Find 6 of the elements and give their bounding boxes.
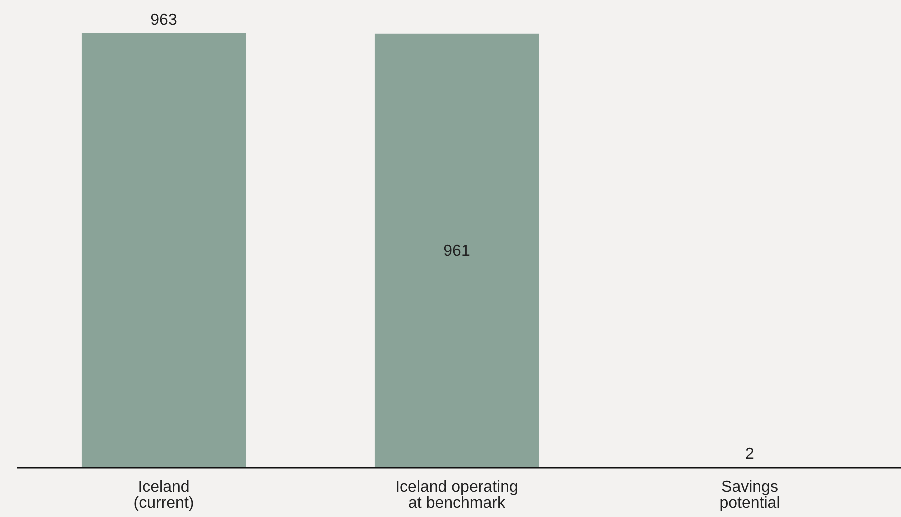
- data-label: 963: [150, 12, 178, 29]
- data-label: 2: [746, 446, 755, 464]
- data-label: 961: [444, 242, 470, 260]
- x-tick-label: Iceland operating at benchmark: [396, 479, 518, 512]
- x-tick-label: Iceland (current): [134, 479, 194, 512]
- x-tick-label: Savings potential: [720, 479, 780, 512]
